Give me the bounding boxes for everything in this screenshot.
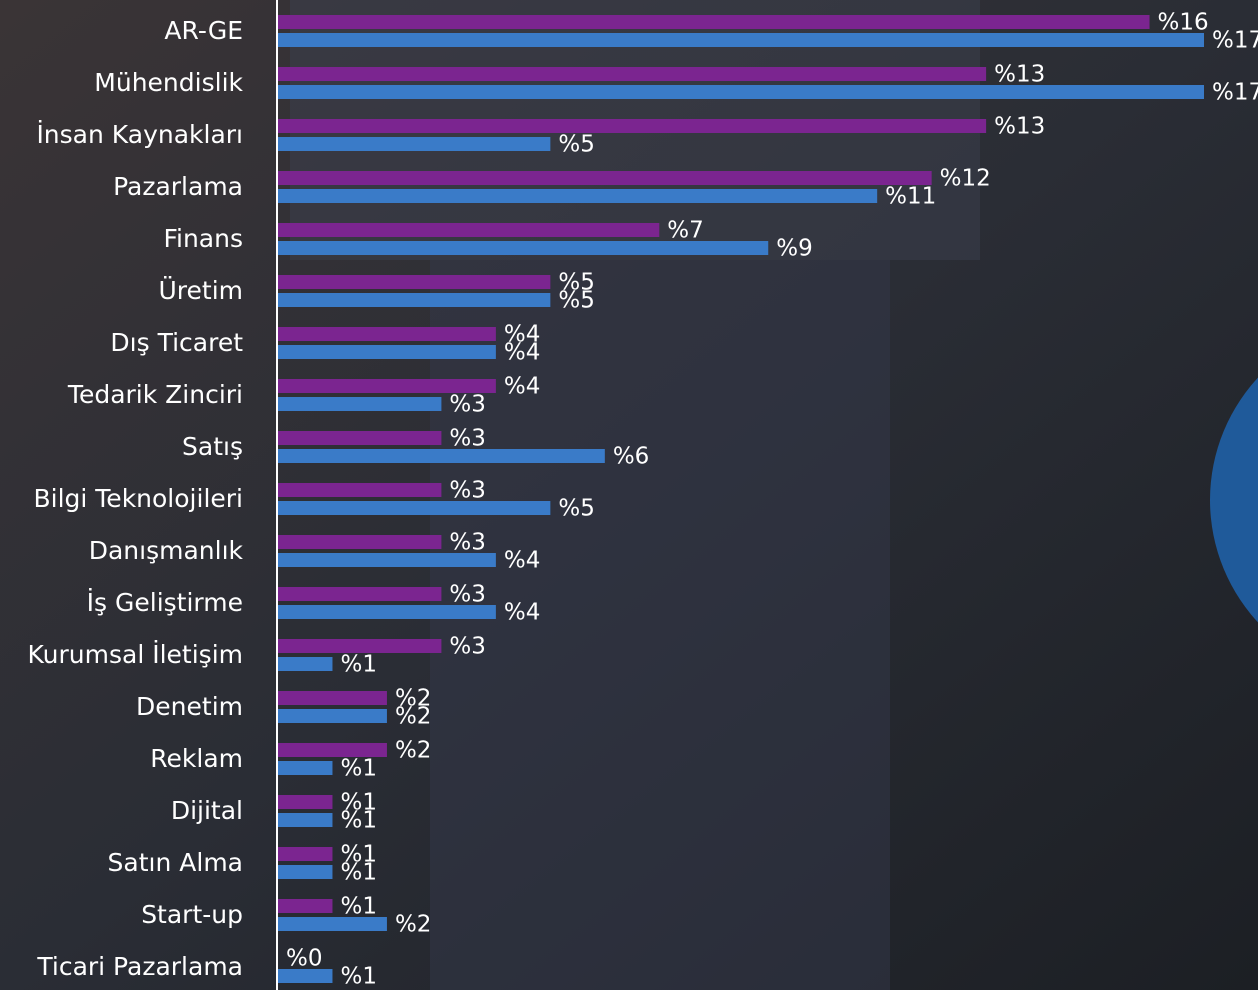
value-label: %4 (504, 340, 540, 366)
value-label: %1 (340, 894, 377, 920)
value-label: %11 (885, 184, 936, 210)
bar (278, 293, 551, 307)
category-label: Pazarlama (113, 172, 243, 201)
bar (278, 483, 442, 497)
value-label: %1 (340, 790, 377, 816)
value-label: %1 (340, 842, 377, 868)
value-label: %4 (504, 322, 540, 348)
value-label: %3 (449, 634, 486, 660)
bar (278, 795, 333, 809)
category-label: Üretim (158, 276, 243, 305)
bar (278, 917, 387, 931)
category-label: Danışmanlık (89, 536, 244, 565)
background-shape (430, 260, 890, 990)
bar (278, 67, 987, 81)
bar (278, 813, 333, 827)
bar (278, 605, 496, 619)
value-label: %6 (613, 444, 650, 470)
bar (278, 449, 605, 463)
value-label: %13 (994, 62, 1045, 88)
value-label: %3 (449, 478, 486, 504)
bar (278, 15, 1150, 29)
value-label: %2 (395, 738, 432, 764)
value-label: %9 (776, 236, 813, 262)
bar (278, 847, 333, 861)
decor-circle (1210, 377, 1258, 623)
value-label: %3 (449, 392, 486, 418)
value-label: %1 (340, 652, 377, 678)
value-label: %16 (1158, 10, 1209, 36)
bar (278, 969, 333, 983)
bar (278, 241, 769, 255)
bar (278, 553, 496, 567)
category-label: Finans (163, 224, 243, 253)
category-label: Start-up (141, 900, 243, 929)
bar (278, 501, 551, 515)
value-label: %17 (1212, 80, 1258, 106)
value-label: %3 (449, 582, 486, 608)
category-label: Kurumsal İletişim (28, 640, 243, 669)
category-label: Reklam (150, 744, 243, 773)
bar (278, 33, 1204, 47)
value-label: %1 (340, 860, 377, 886)
category-label: İnsan Kaynakları (36, 120, 243, 149)
value-label: %17 (1212, 28, 1258, 54)
value-label: %5 (558, 496, 595, 522)
category-label: İş Geliştirme (87, 588, 243, 617)
category-label: Tedarik Zinciri (67, 380, 243, 409)
bar (278, 899, 333, 913)
value-label: %5 (558, 270, 595, 296)
category-label: Ticari Pazarlama (36, 952, 243, 981)
value-label: %4 (504, 600, 540, 626)
bar (278, 379, 496, 393)
value-label: %4 (504, 548, 540, 574)
bar (278, 865, 333, 879)
value-label: %1 (340, 964, 377, 990)
bar (278, 743, 387, 757)
bar (278, 119, 987, 133)
bar (278, 137, 551, 151)
value-label: %0 (286, 946, 323, 972)
value-label: %5 (558, 288, 595, 314)
category-label: AR-GE (164, 16, 243, 45)
category-label: Dış Ticaret (110, 328, 243, 357)
category-label: Satın Alma (108, 848, 243, 877)
category-label: Satış (182, 432, 243, 461)
category-label: Denetim (136, 692, 243, 721)
value-label: %1 (340, 756, 377, 782)
bar (278, 709, 387, 723)
bar (278, 189, 878, 203)
bar (278, 397, 442, 411)
bar (278, 171, 932, 185)
bar (278, 691, 387, 705)
bar (278, 657, 333, 671)
bar (278, 587, 442, 601)
bar (278, 223, 660, 237)
value-label: %13 (994, 114, 1045, 140)
value-label: %1 (340, 808, 377, 834)
value-label: %7 (667, 218, 704, 244)
value-label: %5 (558, 132, 595, 158)
category-label: Mühendislik (94, 68, 243, 97)
bar (278, 639, 442, 653)
value-label: %2 (395, 704, 432, 730)
bar (278, 431, 442, 445)
category-label: Bilgi Teknolojileri (33, 484, 243, 513)
category-label: Dijital (171, 796, 243, 825)
value-label: %2 (395, 686, 432, 712)
value-label: %2 (395, 912, 432, 938)
value-label: %3 (449, 426, 486, 452)
value-label: %4 (504, 374, 540, 400)
bar (278, 275, 551, 289)
bar (278, 761, 333, 775)
value-label: %12 (940, 166, 991, 192)
value-label: %3 (449, 530, 486, 556)
bar (278, 345, 496, 359)
bar (278, 327, 496, 341)
bar (278, 85, 1204, 99)
bar (278, 535, 442, 549)
